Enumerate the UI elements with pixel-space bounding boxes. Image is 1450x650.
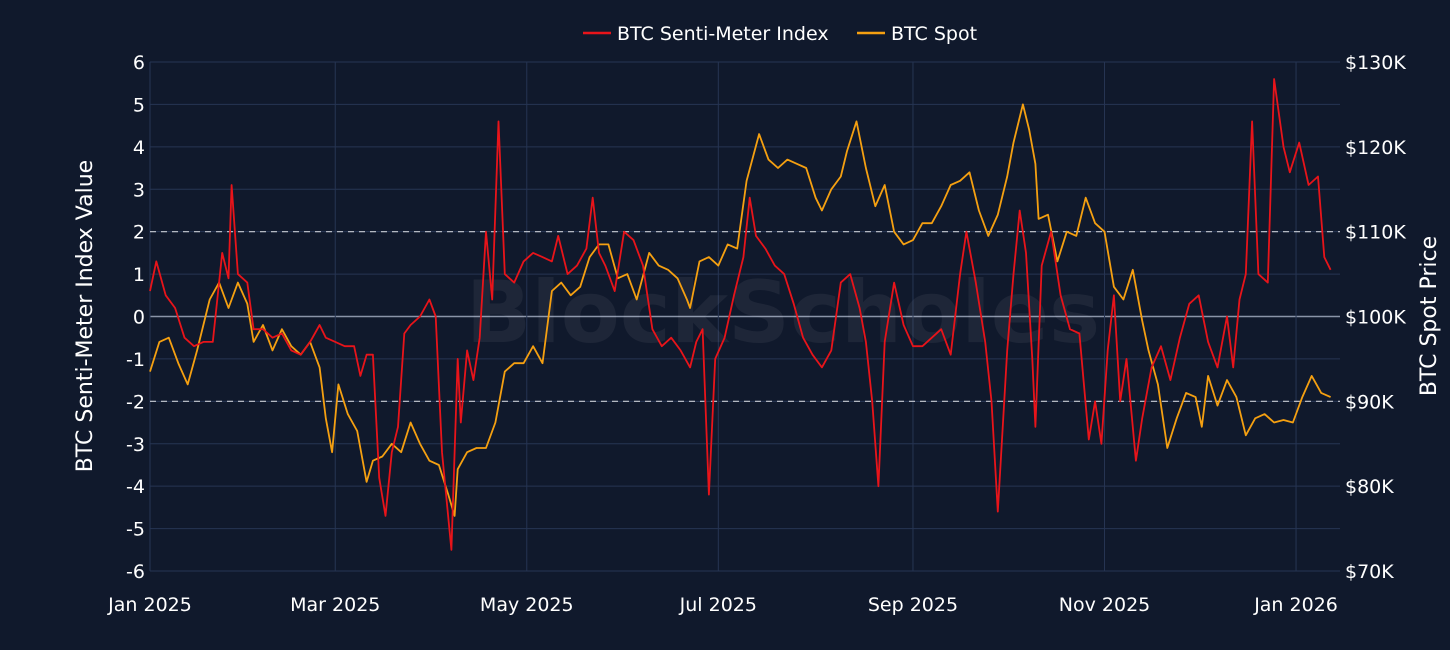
left-axis-title: BTC Senti-Meter Index Value: [73, 160, 98, 472]
left-tick-label: -4: [126, 476, 145, 498]
right-tick-label: $110K: [1345, 222, 1406, 244]
left-tick-label: 5: [133, 94, 145, 116]
left-tick-label: -2: [126, 391, 145, 413]
legend-label-senti[interactable]: BTC Senti-Meter Index: [617, 23, 829, 45]
senti-meter-line: [149, 78, 1332, 551]
x-tick-label: Jan 2026: [1253, 594, 1338, 616]
left-tick-label: 6: [133, 52, 145, 74]
x-tick-label: Jan 2025: [107, 594, 192, 616]
reference-lines: [150, 231, 1340, 402]
legend-label-spot[interactable]: BTC Spot: [891, 23, 977, 45]
right-tick-label: $80K: [1345, 476, 1394, 498]
left-tick-label: 1: [133, 264, 145, 286]
watermark: BlockScholes: [466, 263, 1101, 363]
right-tick-label: $70K: [1345, 561, 1394, 583]
x-tick-label: Nov 2025: [1059, 594, 1150, 616]
right-tick-label: $120K: [1345, 137, 1406, 159]
left-tick-label: -6: [126, 561, 145, 583]
x-tick-label: May 2025: [480, 594, 574, 616]
legend: BTC Senti-Meter Index BTC Spot: [583, 23, 977, 45]
x-tick-label: Sep 2025: [868, 594, 958, 616]
left-tick-label: -5: [126, 519, 145, 541]
left-tick-label: -3: [126, 434, 145, 456]
left-tick-label: 3: [133, 179, 145, 201]
left-tick-label: 2: [133, 222, 145, 244]
left-tick-label: 0: [133, 307, 145, 329]
right-tick-label: $100K: [1345, 307, 1406, 329]
x-tick-label: Jul 2025: [679, 594, 757, 616]
left-tick-label: 4: [133, 137, 145, 159]
series: [149, 78, 1332, 551]
left-tick-label: -1: [126, 349, 145, 371]
x-tick-label: Mar 2025: [290, 594, 380, 616]
right-tick-label: $90K: [1345, 391, 1394, 413]
tick-labels: -6 -5 -4 -3 -2 -1 0 1 2 3 4 5 6 Jan 2025 Mar 2025 May 2…: [107, 52, 1406, 616]
right-axis-title: BTC Spot Price: [1417, 236, 1442, 396]
right-tick-label: $130K: [1345, 52, 1406, 74]
btc-spot-line: [149, 103, 1331, 517]
